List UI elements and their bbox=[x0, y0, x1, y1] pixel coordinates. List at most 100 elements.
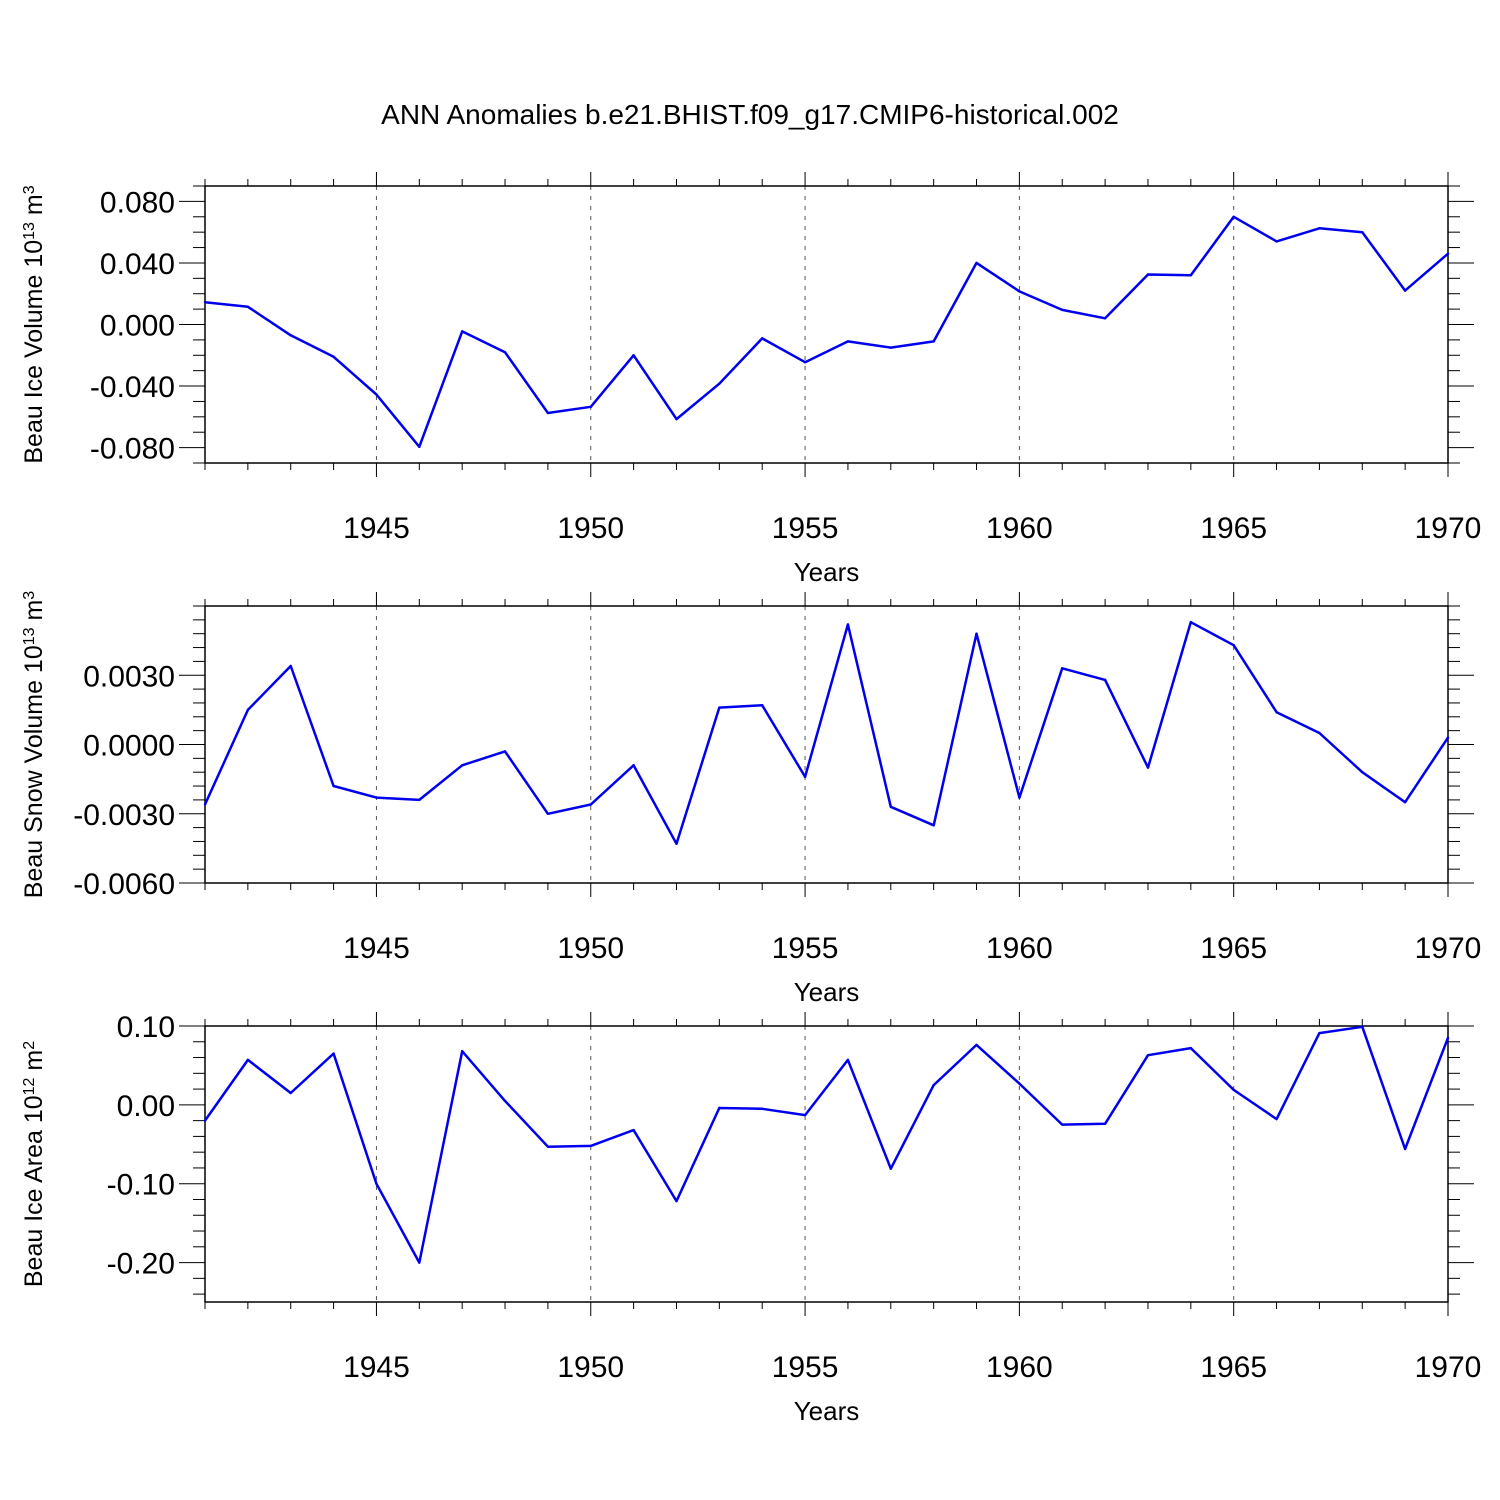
y-tick-label: -0.10 bbox=[107, 1169, 175, 1202]
data-point bbox=[889, 1167, 892, 1170]
data-point bbox=[675, 842, 678, 845]
data-point bbox=[1403, 1147, 1407, 1151]
figure-title: ANN Anomalies b.e21.BHIST.f09_g17.CMIP6-… bbox=[381, 99, 1119, 130]
data-point bbox=[289, 334, 292, 337]
y-tick-label: 0.0000 bbox=[83, 730, 175, 763]
data-point bbox=[889, 346, 892, 349]
data-point bbox=[1275, 1117, 1278, 1121]
series-line bbox=[204, 215, 1449, 449]
y-axis-label-unit: m bbox=[20, 600, 48, 628]
y-tick-label: -0.0060 bbox=[73, 868, 175, 901]
chart-panel-2: -0.0060 -0.0030 0.0000 0.0030 1945 1950 1955 19… bbox=[20, 591, 1481, 1007]
data-point bbox=[418, 798, 421, 802]
data-point bbox=[1232, 215, 1235, 218]
data-point bbox=[1146, 766, 1150, 769]
y-axis-label-text: Beau Ice Area 10 bbox=[20, 1095, 48, 1287]
data-point bbox=[932, 824, 935, 827]
x-tick-label: 1955 bbox=[772, 932, 839, 965]
data-point bbox=[1275, 240, 1278, 243]
series-line bbox=[203, 1025, 1450, 1264]
data-point bbox=[1275, 710, 1278, 714]
plot-frame bbox=[204, 185, 1449, 464]
data-point bbox=[332, 1052, 335, 1055]
y-axis-label-exponent: 12 bbox=[21, 1077, 38, 1095]
y-axis-label-text: Beau Snow Volume 10 bbox=[20, 645, 48, 898]
data-point bbox=[503, 750, 507, 753]
plot-frame bbox=[204, 605, 1449, 884]
chart-panel-1: -0.080 -0.040 0.000 0.040 0.080 1945 1950 1955 1… bbox=[20, 172, 1481, 587]
data-point bbox=[418, 1261, 421, 1264]
data-point bbox=[203, 300, 207, 304]
x-axis-label: Years bbox=[794, 1396, 860, 1426]
data-point bbox=[846, 1058, 850, 1062]
data-point bbox=[1446, 252, 1450, 255]
data-point bbox=[460, 330, 464, 333]
y-tick-label: -0.0030 bbox=[73, 799, 175, 832]
data-point bbox=[1189, 274, 1193, 277]
data-point bbox=[1018, 796, 1021, 799]
data-point bbox=[246, 708, 250, 712]
data-point bbox=[718, 706, 721, 709]
data-point bbox=[846, 340, 850, 343]
x-axis-label: Years bbox=[794, 977, 860, 1007]
data-point bbox=[375, 796, 378, 799]
y-tick-label: 0.000 bbox=[100, 310, 175, 343]
data-point bbox=[718, 382, 721, 385]
x-tick-label: 1950 bbox=[557, 1351, 624, 1384]
y-axis-label: Beau Snow Volume 1013 m3 bbox=[20, 591, 48, 899]
x-tick-label: 1960 bbox=[986, 1351, 1053, 1384]
data-point bbox=[375, 393, 378, 396]
data-point bbox=[1061, 308, 1064, 312]
data-point bbox=[203, 803, 207, 806]
data-point bbox=[1189, 620, 1193, 624]
y-axis-label-text: Beau Ice Volume 10 bbox=[20, 240, 48, 464]
data-point bbox=[203, 1119, 207, 1122]
x-axis-label: Years bbox=[794, 557, 860, 587]
y-tick-label: -0.080 bbox=[90, 433, 175, 466]
data-point bbox=[546, 411, 550, 415]
data-point bbox=[1403, 289, 1407, 292]
x-tick-label: 1970 bbox=[1415, 512, 1482, 545]
data-point bbox=[932, 1083, 935, 1087]
data-point bbox=[1061, 1123, 1064, 1126]
data-point bbox=[246, 305, 250, 309]
y-axis-label-unit-exponent: 3 bbox=[21, 591, 38, 600]
x-tick-label: 1945 bbox=[343, 932, 410, 965]
x-tick-label: 1960 bbox=[986, 512, 1053, 545]
series-line bbox=[203, 620, 1450, 846]
x-tick-label: 1965 bbox=[1200, 932, 1267, 965]
data-point bbox=[803, 775, 807, 779]
x-tick-label: 1950 bbox=[557, 512, 624, 545]
y-tick-label: 0.080 bbox=[100, 186, 175, 219]
data-point bbox=[246, 1058, 250, 1062]
data-point bbox=[460, 1050, 464, 1053]
data-point bbox=[460, 764, 464, 767]
data-point bbox=[1103, 317, 1107, 320]
y-axis-label: Beau Ice Volume 1013 m3 bbox=[20, 185, 48, 463]
data-point bbox=[675, 1199, 678, 1203]
x-tick-label: 1945 bbox=[343, 1351, 410, 1384]
data-point bbox=[803, 1113, 807, 1117]
data-point bbox=[589, 405, 592, 409]
data-point bbox=[503, 351, 507, 354]
data-point bbox=[589, 803, 592, 806]
data-point bbox=[1018, 290, 1021, 293]
data-point bbox=[1318, 1031, 1321, 1035]
x-tick-label: 1955 bbox=[772, 512, 839, 545]
data-point bbox=[418, 445, 421, 449]
y-axis-label-exponent: 13 bbox=[21, 627, 38, 645]
data-point bbox=[1318, 227, 1321, 230]
data-point bbox=[1446, 1036, 1450, 1040]
x-tick-label: 1970 bbox=[1415, 932, 1482, 965]
data-point bbox=[1361, 771, 1364, 774]
x-tick-label: 1960 bbox=[986, 932, 1053, 965]
data-point bbox=[975, 1043, 978, 1047]
y-axis-label: Beau Ice Area 1012 m2 bbox=[20, 1041, 48, 1287]
x-tick-label: 1945 bbox=[343, 512, 410, 545]
data-point bbox=[632, 354, 635, 357]
data-point bbox=[1103, 1122, 1107, 1125]
y-tick-label: 0.040 bbox=[100, 248, 175, 281]
data-point bbox=[1146, 273, 1150, 276]
data-point bbox=[718, 1106, 721, 1110]
x-tick-label: 1965 bbox=[1200, 512, 1267, 545]
